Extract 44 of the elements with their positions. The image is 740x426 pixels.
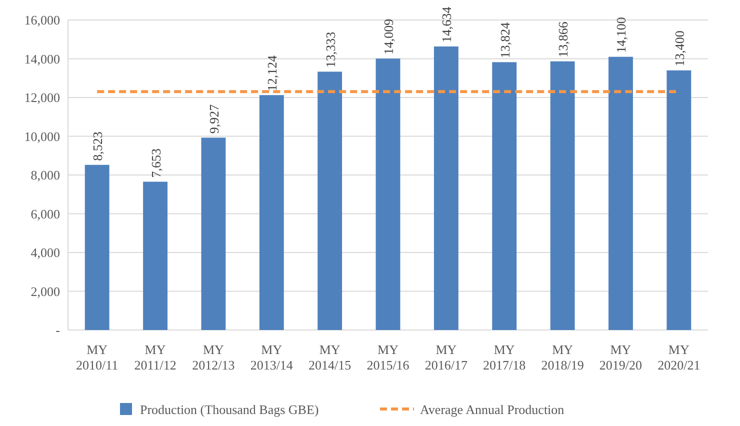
bar (666, 70, 692, 330)
data-label: 13,824 (497, 22, 512, 58)
data-label: 13,400 (672, 30, 687, 66)
bar (608, 56, 633, 330)
data-label: 14,100 (614, 17, 629, 53)
x-tick-label: MY 2016/17 (424, 342, 468, 373)
x-tick-label: MY 2015/16 (366, 342, 410, 373)
bar (259, 95, 284, 330)
data-label: 14,009 (381, 18, 396, 55)
data-label: 13,333 (322, 32, 338, 68)
x-tick-label: MY 2011/12 (134, 342, 176, 373)
bar (492, 62, 517, 330)
x-tick-label: MY 2013/14 (250, 342, 294, 373)
x-tick-label: MY 2017/18 (483, 342, 526, 373)
x-tick-label: MY 2010/11 (76, 342, 118, 373)
data-label: 12,124 (264, 54, 280, 92)
bar (143, 182, 168, 330)
y-tick-label: 2,000 (30, 284, 60, 299)
legend-label: Average Annual Production (420, 402, 565, 417)
y-tick-label: 6,000 (30, 206, 60, 222)
bar (434, 46, 458, 330)
x-tick-label: MY 2018/19 (541, 342, 584, 373)
y-tick-label: 16,000 (24, 12, 60, 28)
data-label: 14,634 (439, 6, 454, 42)
bar (318, 72, 342, 330)
y-tick-label: 12,000 (24, 90, 60, 106)
bar (550, 61, 575, 330)
x-tick-label: MY 2020/21 (658, 342, 700, 373)
x-tick-label: MY 2019/20 (599, 342, 642, 373)
x-tick-label: MY 2014/15 (308, 342, 352, 373)
y-tick-label: 10,000 (24, 128, 60, 144)
y-tick-label: 8,000 (30, 168, 60, 183)
data-label: 7,653 (148, 148, 164, 178)
legend-label: Production (Thousand Bags GBE) (140, 402, 319, 417)
y-tick-label: 4,000 (30, 245, 60, 260)
bar (376, 58, 400, 330)
data-label: 8,523 (90, 132, 106, 161)
data-label: 13,866 (556, 21, 571, 58)
data-label: 9,927 (206, 104, 222, 134)
bar (201, 138, 226, 330)
x-tick-label: MY 2012/13 (192, 342, 235, 373)
y-tick-label: 14,000 (24, 51, 60, 66)
bar (84, 164, 110, 330)
y-tick-label: - (56, 322, 60, 338)
